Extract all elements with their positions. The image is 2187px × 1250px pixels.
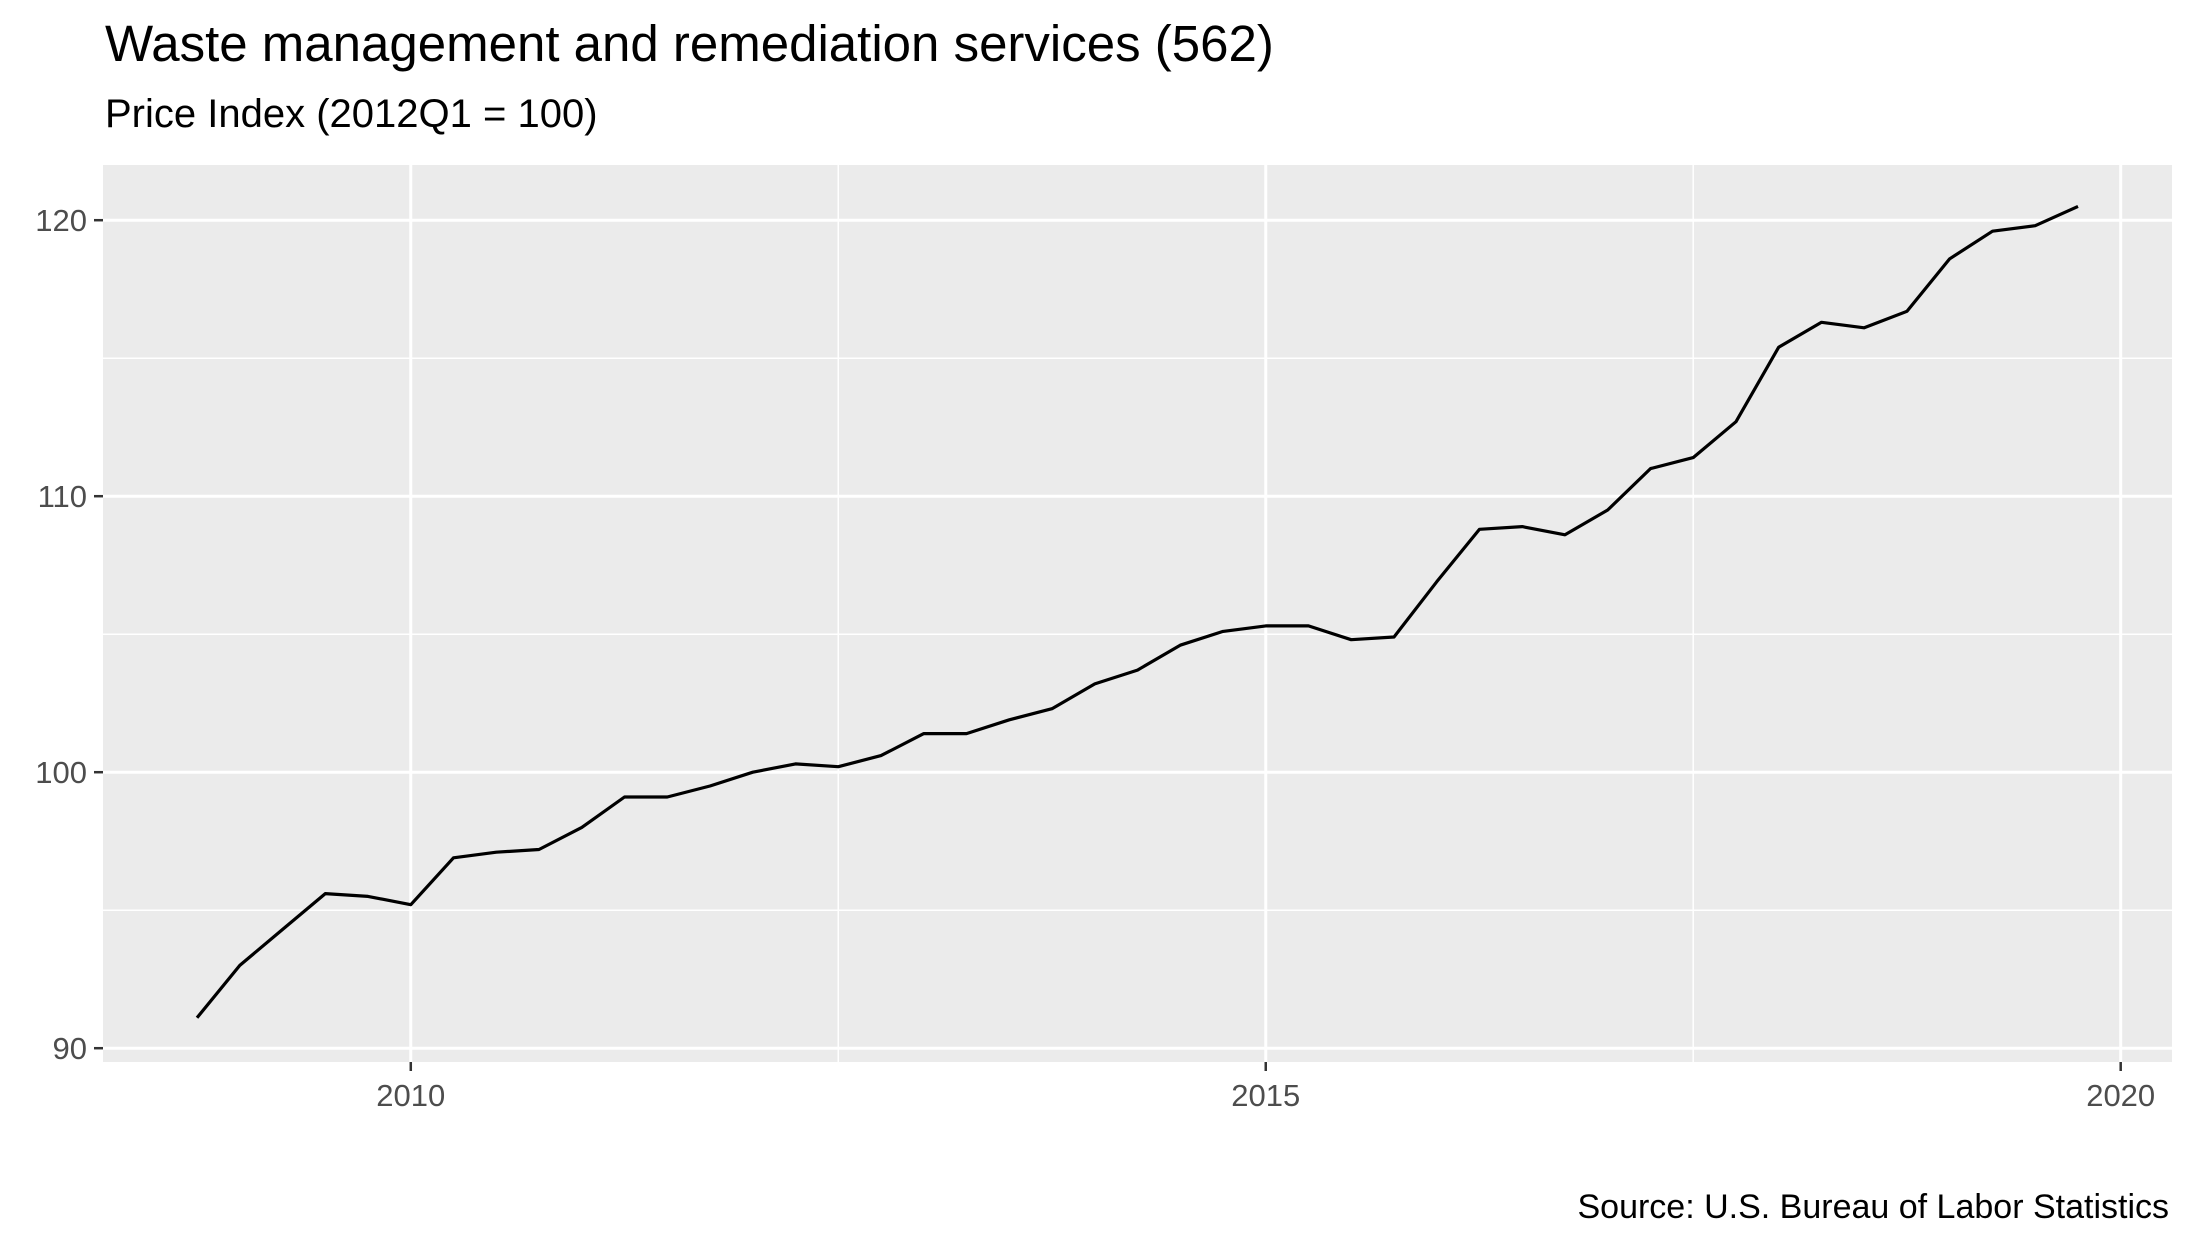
- chart-subtitle: Price Index (2012Q1 = 100): [105, 92, 598, 136]
- x-tick-label: 2010: [376, 1078, 445, 1113]
- chart-title: Waste management and remediation service…: [105, 15, 1274, 72]
- y-tick-label: 100: [35, 755, 87, 790]
- x-tick-label: 2015: [1231, 1078, 1300, 1113]
- chart-caption: Source: U.S. Bureau of Labor Statistics: [1577, 1188, 2169, 1226]
- series-line: [195, 204, 2079, 1019]
- y-tick-label: 120: [35, 203, 87, 238]
- x-tick-label: 2020: [2086, 1078, 2155, 1113]
- y-tick-label: 90: [53, 1031, 87, 1066]
- panel-background: [103, 165, 2172, 1062]
- y-tick-label: 110: [38, 479, 87, 514]
